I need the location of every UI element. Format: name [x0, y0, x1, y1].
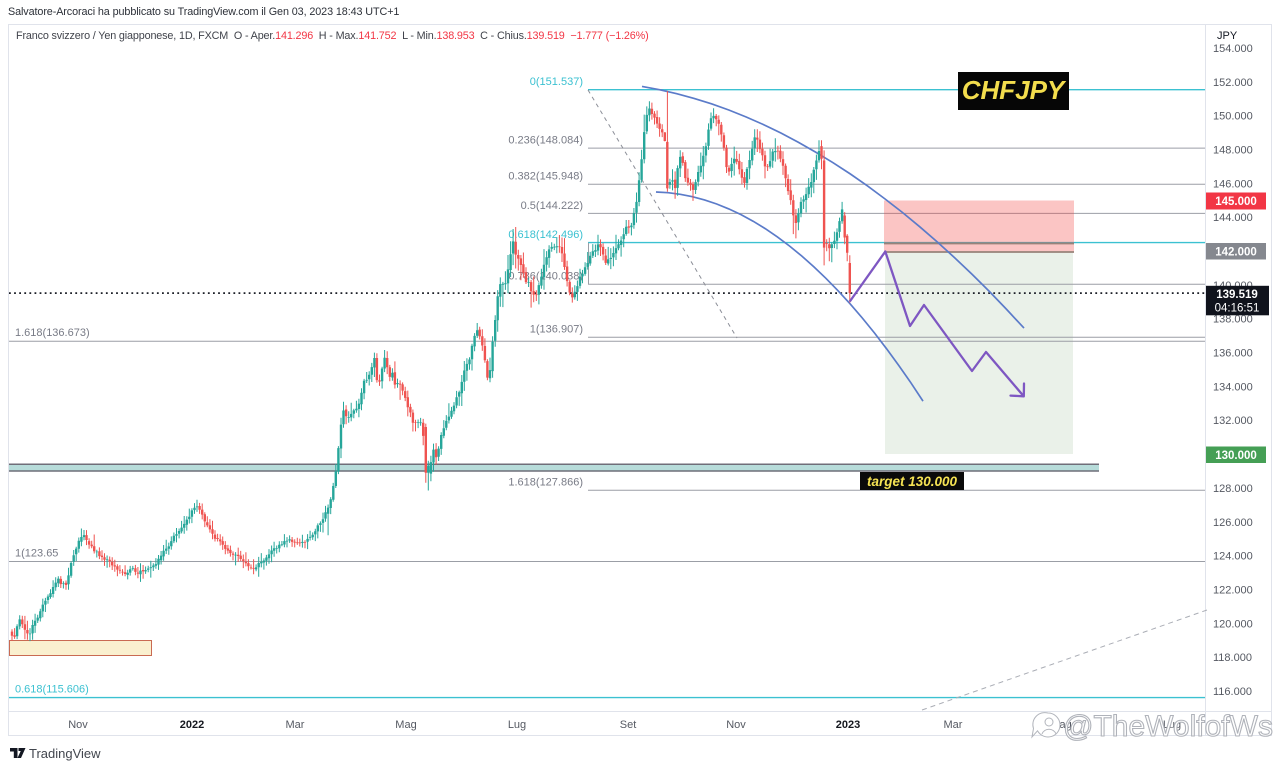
- svg-text:0.236(148.084): 0.236(148.084): [508, 135, 583, 147]
- svg-text:2023: 2023: [836, 719, 860, 731]
- svg-text:Lug: Lug: [1163, 719, 1181, 731]
- svg-text:0.382(145.948): 0.382(145.948): [508, 171, 583, 183]
- svg-text:134.000: 134.000: [1213, 381, 1253, 393]
- svg-text:118.000: 118.000: [1213, 652, 1252, 664]
- svg-text:145.000: 145.000: [1215, 196, 1257, 208]
- svg-text:CHFJPY: CHFJPY: [962, 75, 1067, 105]
- svg-text:150.000: 150.000: [1213, 111, 1253, 123]
- svg-text:Nov: Nov: [726, 719, 746, 731]
- svg-text:152.000: 152.000: [1213, 77, 1253, 89]
- svg-text:136.000: 136.000: [1213, 348, 1253, 360]
- svg-text:116.000: 116.000: [1213, 686, 1252, 698]
- svg-text:1(136.907): 1(136.907): [530, 324, 583, 336]
- svg-text:0(151.537): 0(151.537): [530, 76, 583, 88]
- svg-text:130.000: 130.000: [1215, 450, 1257, 462]
- svg-text:148.000: 148.000: [1213, 145, 1253, 157]
- svg-text:Mar: Mar: [944, 719, 963, 731]
- svg-text:0.786(140.038): 0.786(140.038): [508, 271, 583, 283]
- svg-text:138.000: 138.000: [1213, 314, 1253, 326]
- svg-text:0.5(144.222): 0.5(144.222): [521, 200, 583, 212]
- svg-text:Franco svizzero / Yen giappone: Franco svizzero / Yen giapponese, 1D, FX…: [16, 30, 649, 42]
- svg-text:142.000: 142.000: [1215, 247, 1257, 259]
- svg-text:1.618(136.673): 1.618(136.673): [15, 327, 90, 339]
- svg-text:126.000: 126.000: [1213, 517, 1253, 529]
- svg-text:1.618(127.866): 1.618(127.866): [508, 477, 583, 489]
- svg-text:JPY: JPY: [1217, 30, 1238, 42]
- svg-text:@TheWolfofWs: @TheWolfofWs: [1063, 710, 1273, 743]
- svg-text:146.000: 146.000: [1213, 178, 1253, 190]
- svg-text:128.000: 128.000: [1213, 483, 1253, 495]
- svg-text:Lug: Lug: [508, 719, 526, 731]
- svg-text:target 130.000: target 130.000: [867, 474, 958, 489]
- svg-text:04:16:51: 04:16:51: [1215, 303, 1260, 315]
- svg-text:TradingView: TradingView: [29, 746, 101, 761]
- svg-text:Mag: Mag: [395, 719, 416, 731]
- svg-text:Nov: Nov: [68, 719, 88, 731]
- svg-text:139.519: 139.519: [1216, 289, 1258, 301]
- svg-text:122.000: 122.000: [1213, 584, 1253, 596]
- svg-text:132.000: 132.000: [1213, 415, 1253, 427]
- svg-text:Set: Set: [620, 719, 637, 731]
- svg-text:154.000: 154.000: [1213, 43, 1253, 55]
- svg-text:Salvatore-Arcoraci ha pubblica: Salvatore-Arcoraci ha pubblicato su Trad…: [8, 6, 399, 18]
- svg-text:0.618(115.606): 0.618(115.606): [15, 684, 89, 696]
- svg-text:0.618(142.496): 0.618(142.496): [508, 229, 583, 241]
- svg-text:1(123.65: 1(123.65: [15, 548, 58, 560]
- svg-text:2022: 2022: [180, 719, 204, 731]
- svg-text:124.000: 124.000: [1213, 551, 1253, 563]
- svg-text:144.000: 144.000: [1213, 212, 1253, 224]
- svg-text:120.000: 120.000: [1213, 618, 1253, 630]
- svg-text:Mar: Mar: [286, 719, 305, 731]
